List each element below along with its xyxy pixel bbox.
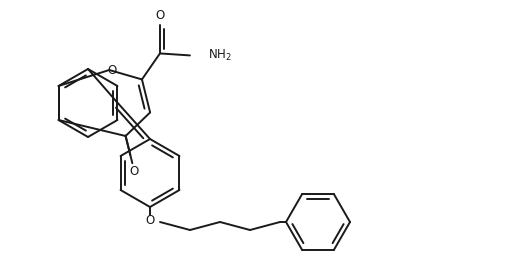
Text: O: O xyxy=(107,64,117,77)
Text: O: O xyxy=(130,165,139,179)
Text: O: O xyxy=(155,9,164,22)
Text: O: O xyxy=(145,214,155,228)
Text: NH$_2$: NH$_2$ xyxy=(208,48,232,63)
